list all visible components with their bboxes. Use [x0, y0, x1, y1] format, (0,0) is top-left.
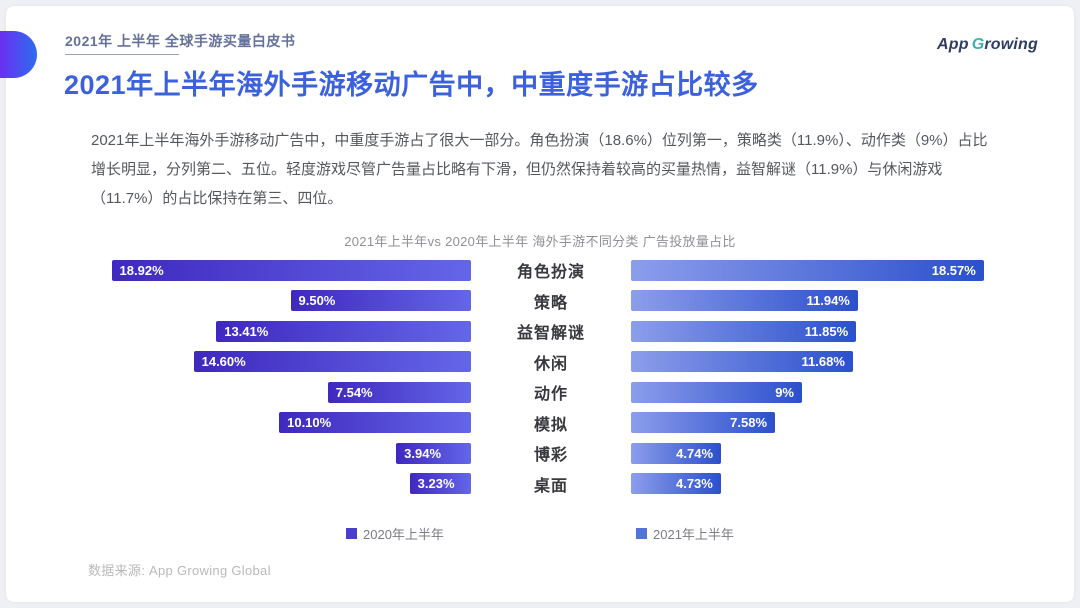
- bar-value-label: 11.85%: [804, 323, 849, 339]
- bar-value-label: 13.41%: [224, 323, 269, 339]
- legend-item: 2020年上半年: [346, 524, 444, 543]
- chart-row: 3.94% 博彩 4.74%: [91, 441, 1001, 464]
- tornado-chart: 18.92% 角色扮演 18.57% 9.50% 策略 11.94% 13.41% 益智解谜 1…: [91, 258, 1001, 495]
- page-title: 2021年上半年海外手游移动广告中，中重度手游占比较多: [64, 70, 759, 100]
- chart-row: 13.41% 益智解谜 11.85%: [91, 319, 1001, 342]
- bar-2020-h1: 7.54%: [327, 381, 471, 403]
- legend-swatch: [636, 528, 647, 539]
- bar-2020-h1: 10.10%: [279, 412, 471, 433]
- bar-2021-h1: 11.94%: [631, 290, 858, 311]
- logo-text-app: App: [937, 36, 969, 53]
- bar-2021-h1: 18.57%: [631, 259, 984, 281]
- chart-row: 18.92% 角色扮演 18.57%: [91, 258, 1001, 281]
- bar-value-label: 7.54%: [335, 384, 373, 400]
- chart-title: 2021年上半年vs 2020年上半年 海外手游不同分类 广告投放量占比: [344, 234, 736, 249]
- category-label: 动作: [533, 386, 568, 403]
- bar-value-label: 11.68%: [801, 354, 845, 369]
- bar-value-label: 9%: [775, 384, 794, 400]
- bar-2020-h1: 18.92%: [111, 259, 471, 281]
- chart-row: 7.54% 动作 9%: [91, 380, 1001, 403]
- bar-value-label: 3.23%: [417, 476, 455, 491]
- data-source: 数据来源: App Growing Global: [88, 563, 271, 578]
- bar-value-label: 7.58%: [730, 415, 768, 430]
- legend-item: 2021年上半年: [636, 524, 734, 543]
- bar-2021-h1: 11.85%: [631, 320, 857, 342]
- slide-card: 2021年 上半年 全球手游买量白皮书 2021年上半年海外手游移动广告中，中重…: [6, 6, 1074, 602]
- bar-value-label: 11.94%: [806, 293, 850, 308]
- report-eyebrow: 2021年 上半年 全球手游买量白皮书: [65, 33, 296, 49]
- category-label: 策略: [533, 294, 568, 312]
- logo-text-rowing: rowing: [984, 36, 1038, 53]
- bar-value-label: 9.50%: [298, 293, 336, 308]
- bar-value-label: 10.10%: [287, 415, 332, 430]
- chart-row: 10.10% 模拟 7.58%: [91, 411, 1001, 434]
- bar-2020-h1: 9.50%: [290, 290, 471, 311]
- legend-label: 2021年上半年: [653, 527, 734, 542]
- bar-2020-h1: 3.94%: [396, 442, 471, 464]
- bar-value-label: 4.73%: [675, 476, 713, 491]
- logo-text-g: G: [971, 36, 985, 53]
- category-label: 模拟: [533, 416, 568, 434]
- legend-label: 2020年上半年: [363, 527, 444, 542]
- bar-2020-h1: 13.41%: [216, 320, 471, 342]
- bar-2021-h1: 11.68%: [631, 351, 853, 372]
- bar-2021-h1: 4.74%: [631, 442, 722, 464]
- bar-2020-h1: 3.23%: [409, 473, 471, 494]
- category-label: 博彩: [533, 447, 568, 464]
- chart-row: 14.60% 休闲 11.68%: [91, 350, 1001, 373]
- summary-paragraph: 2021年上半年海外手游移动广告中，中重度手游占了很大一部分。角色扮演（18.6…: [91, 132, 988, 207]
- chart-row: 9.50% 策略 11.94%: [91, 289, 1001, 312]
- bar-value-label: 4.74%: [676, 445, 714, 461]
- bar-value-label: 18.57%: [931, 262, 976, 278]
- bar-2021-h1: 4.73%: [631, 473, 721, 494]
- bar-2021-h1: 9%: [631, 381, 802, 403]
- corner-accent-shape: [0, 31, 37, 78]
- bar-2021-h1: 7.58%: [631, 412, 776, 433]
- chart-legend: 2020年上半年 2021年上半年: [91, 524, 1001, 542]
- legend-swatch: [346, 528, 357, 539]
- category-label: 休闲: [533, 355, 568, 373]
- bar-value-label: 14.60%: [201, 354, 246, 369]
- bar-value-label: 18.92%: [119, 262, 164, 278]
- app-growing-logo: App Growing: [937, 36, 1038, 54]
- category-label: 益智解谜: [516, 325, 585, 342]
- category-label: 桌面: [533, 477, 568, 495]
- bar-value-label: 3.94%: [404, 445, 442, 461]
- eyebrow-divider: [65, 54, 179, 55]
- bar-2020-h1: 14.60%: [193, 351, 471, 372]
- category-label: 角色扮演: [516, 264, 585, 281]
- chart-row: 3.23% 桌面 4.73%: [91, 472, 1001, 495]
